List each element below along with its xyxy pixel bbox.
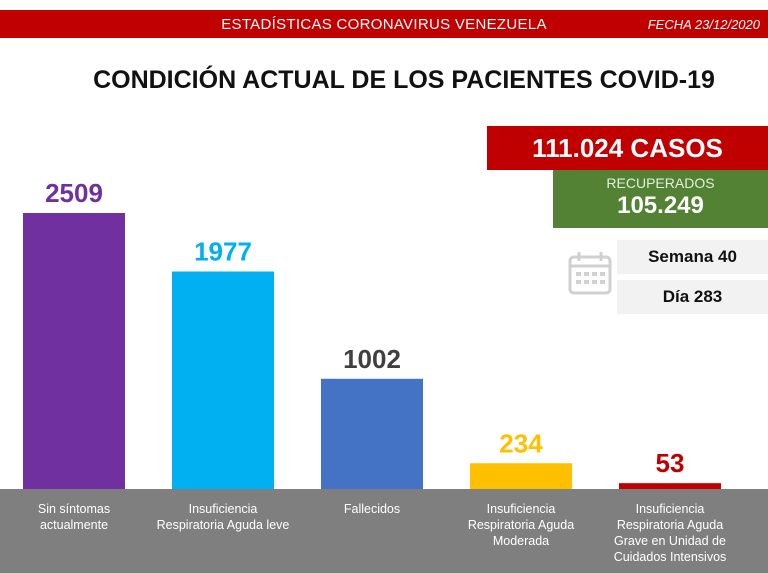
bar-3 — [470, 463, 572, 489]
bar-1 — [172, 271, 274, 489]
category-label-2: Fallecidos — [343, 502, 401, 516]
cases-total: 111.024 CASOS — [487, 126, 768, 170]
week-box: Semana 40 — [617, 240, 768, 274]
recovered-value: 105.249 — [617, 192, 704, 219]
header-date: FECHA 23/12/2020 — [647, 17, 760, 32]
chart-title: CONDICIÓN ACTUAL DE LOS PACIENTES COVID-… — [93, 66, 715, 94]
recovered-label: RECUPERADOS — [606, 175, 715, 191]
value-label-0: 2509 — [45, 178, 103, 208]
category-label-3: Insuficiencia Respiratoria Aguda Moderad… — [467, 502, 575, 548]
category-label-1: Insuficiencia Respiratoria Aguda leve — [156, 502, 290, 532]
value-label-3: 234 — [499, 428, 543, 458]
category-label-4: Insuficiencia Respiratoria Aguda Grave e… — [613, 502, 727, 564]
bar-0 — [23, 213, 125, 489]
recovered-box: RECUPERADOS 105.249 — [553, 170, 768, 228]
value-label-1: 1977 — [194, 237, 252, 267]
value-label-4: 53 — [656, 448, 685, 478]
category-label-0: Sin síntomas actualmente — [37, 502, 111, 532]
header-banner: ESTADÍSTICAS CORONAVIRUS VENEZUELA FECHA… — [0, 10, 768, 38]
category-labels: Sin síntomas actualmente Insuficiencia Re… — [0, 489, 768, 573]
value-label-2: 1002 — [343, 344, 401, 374]
day-box: Día 283 — [617, 280, 768, 314]
bar-4 — [619, 483, 721, 489]
header-title: ESTADÍSTICAS CORONAVIRUS VENEZUELA — [221, 16, 547, 33]
calendar-icon — [568, 252, 612, 295]
bar-2 — [321, 378, 423, 489]
